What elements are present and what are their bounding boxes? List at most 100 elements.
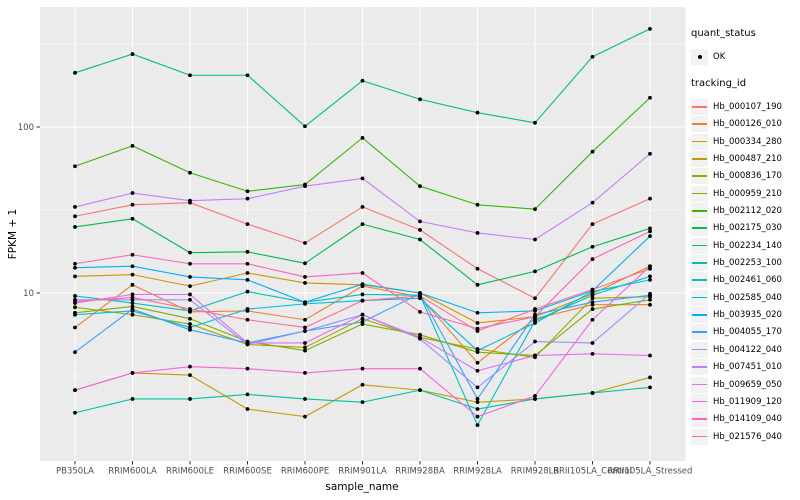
data-point	[590, 293, 595, 298]
data-point	[73, 305, 77, 310]
data-point	[188, 73, 192, 78]
data-point	[533, 393, 537, 398]
data-point	[475, 397, 480, 401]
legend-line-sample	[692, 418, 707, 420]
x-tick-label: PB350LA	[56, 467, 94, 477]
legend-line-sample	[692, 123, 707, 125]
data-point	[73, 350, 77, 355]
legend-entry-label: Hb_002112_020	[713, 206, 782, 217]
data-point	[130, 312, 135, 317]
data-point	[590, 287, 595, 292]
data-point	[360, 382, 365, 387]
legend-title-tracking-id: tracking_id	[691, 78, 747, 90]
data-point	[245, 366, 250, 371]
data-point	[590, 149, 595, 154]
data-point	[360, 298, 365, 303]
legend-key-swatch	[691, 255, 708, 272]
data-point	[360, 292, 365, 297]
legend-line-sample	[692, 435, 707, 438]
data-point	[188, 397, 192, 401]
data-point	[73, 325, 77, 330]
data-point	[303, 124, 307, 129]
data-point	[533, 269, 537, 274]
data-point	[590, 341, 595, 345]
data-point	[475, 360, 480, 365]
data-point	[418, 97, 422, 102]
x-tick-label: RRII105LA_Stressed	[608, 467, 693, 477]
data-point	[475, 266, 480, 271]
data-point	[418, 388, 422, 393]
data-point	[188, 297, 192, 302]
legend-entry-label: Hb_003935_020	[713, 310, 782, 321]
legend-entry: Hb_007451_010	[691, 359, 799, 376]
series-points-Hb_000959_210	[73, 297, 652, 358]
series-points-Hb_002175_030	[73, 216, 652, 287]
legend-entry: Hb_000487_210	[691, 150, 799, 168]
legend-entry-label: Hb_011909_120	[713, 396, 782, 407]
data-point	[590, 244, 595, 249]
series-points-Hb_002234_140	[73, 26, 652, 129]
data-point	[648, 297, 652, 302]
legend-key-swatch	[691, 151, 708, 168]
data-point	[418, 184, 422, 189]
data-point	[130, 371, 135, 375]
data-point	[303, 241, 307, 245]
legend-entry-label: Hb_002234_140	[713, 240, 782, 251]
series-points-Hb_000107_190	[73, 196, 652, 301]
series-points-Hb_002253_100	[73, 385, 652, 415]
legend-entry-label: Hb_014109_040	[713, 414, 782, 425]
data-point	[130, 202, 135, 207]
legend-entry: Hb_011909_120	[691, 393, 799, 410]
legend-entry: Hb_002175_030	[691, 220, 799, 237]
legend-key-swatch	[691, 411, 708, 428]
legend-entry: Hb_002585_040	[691, 289, 799, 306]
legend-entry: Hb_009659_050	[691, 376, 799, 393]
data-point	[245, 196, 250, 201]
y-tick-label: 10	[23, 289, 34, 299]
legend-line-sample	[692, 331, 707, 334]
data-point	[188, 316, 192, 321]
data-point	[648, 266, 652, 271]
legend-key-swatch	[691, 220, 708, 237]
legend-entry: Hb_000959_210	[691, 185, 799, 202]
data-point	[418, 294, 422, 298]
data-point	[188, 327, 192, 332]
data-point	[475, 202, 480, 207]
data-point	[648, 291, 652, 296]
data-point	[188, 307, 192, 311]
legend-entry-label: Hb_004122_040	[713, 344, 782, 355]
legend-line-sample	[692, 296, 707, 299]
data-point	[360, 316, 365, 321]
data-point	[73, 205, 77, 209]
legend-entry: Hb_021576_040	[691, 428, 799, 445]
data-point	[73, 274, 77, 279]
legend-entry-label: Hb_000126_010	[713, 119, 782, 130]
point-symbol-icon	[697, 54, 702, 59]
data-point	[418, 366, 422, 371]
legend-line-sample	[692, 106, 707, 108]
data-point	[533, 120, 537, 125]
data-point	[533, 207, 537, 212]
legend-entry-label: Hb_002253_100	[713, 258, 782, 269]
legend-line-sample	[692, 227, 707, 230]
data-point	[73, 312, 77, 317]
data-point	[73, 261, 77, 266]
legend-entry-label: Hb_021576_040	[713, 431, 782, 442]
data-point	[188, 373, 192, 378]
data-point	[533, 321, 537, 325]
data-point	[245, 261, 250, 266]
data-point	[303, 414, 307, 419]
legend-key-swatch	[691, 359, 708, 376]
data-point	[245, 189, 250, 194]
data-point	[648, 385, 652, 390]
data-point	[303, 281, 307, 285]
data-point	[533, 237, 537, 242]
data-point	[303, 317, 307, 322]
data-point	[648, 234, 652, 239]
data-point	[533, 353, 537, 358]
series-points-Hb_021576_040	[73, 266, 652, 333]
legend-entry-label: Hb_000334_280	[713, 136, 782, 147]
legend-entry: Hb_000836_170	[691, 168, 799, 185]
x-tick-label: RRIM928BA	[395, 467, 445, 477]
